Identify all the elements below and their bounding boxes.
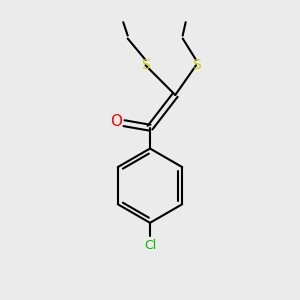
Text: S: S bbox=[141, 58, 150, 72]
Text: O: O bbox=[110, 114, 122, 129]
Text: S: S bbox=[192, 58, 200, 72]
Text: Cl: Cl bbox=[144, 238, 156, 252]
